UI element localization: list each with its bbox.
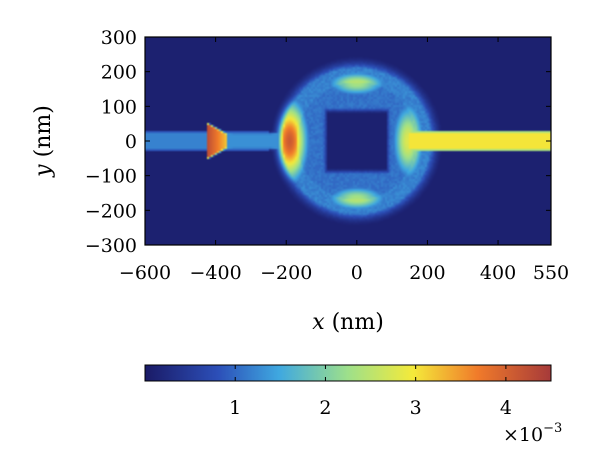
colorbar — [145, 365, 551, 381]
x-tick-label: 200 — [409, 262, 445, 284]
colorbar-tick-label: 4 — [500, 397, 512, 419]
y-tick-label: 300 — [101, 27, 137, 49]
x-tick-label: 400 — [480, 262, 516, 284]
y-tick-label: 100 — [101, 96, 137, 118]
x-tick-label: 550 — [533, 262, 569, 284]
colorbar-tick-label: 2 — [319, 397, 331, 419]
x-tick-label: −400 — [190, 262, 242, 284]
y-tick-label: −100 — [85, 166, 137, 188]
colorbar-tick-label: 3 — [410, 397, 422, 419]
y-axis-label: y (nm) — [31, 105, 56, 178]
x-tick-label: 0 — [351, 262, 363, 284]
x-tick-label: −200 — [260, 262, 312, 284]
y-tick-label: −300 — [85, 235, 137, 257]
y-tick-label: 200 — [101, 62, 137, 84]
x-tick-label: −600 — [119, 262, 171, 284]
colorbar-scale-label: ×10−3 — [503, 421, 562, 446]
y-tick-label: −200 — [85, 200, 137, 222]
x-axis-label: x (nm) — [312, 310, 384, 335]
colorbar-tick-label: 1 — [229, 397, 241, 419]
y-tick-label: 0 — [125, 131, 137, 153]
heatmap-field — [145, 37, 551, 245]
field-intensity-image — [145, 37, 551, 245]
